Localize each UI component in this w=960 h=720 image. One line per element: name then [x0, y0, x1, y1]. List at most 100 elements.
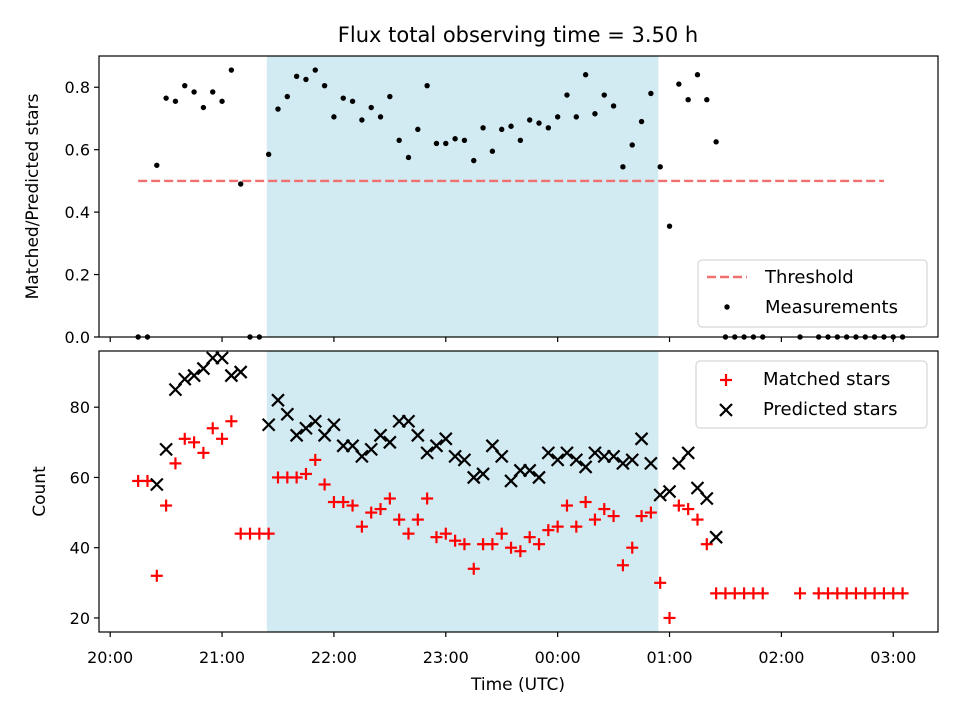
measurement-point: [368, 104, 374, 111]
matched-star-point: [141, 474, 154, 487]
measurement-point: [554, 114, 561, 120]
threshold-legend-label: Threshold: [764, 267, 854, 288]
measurement-point: [359, 117, 365, 123]
predicted-star-point: [261, 417, 276, 432]
matched-star-point: [337, 496, 350, 509]
measurement-point: [629, 142, 635, 148]
predicted-star-point: [494, 449, 509, 464]
predicted-star-point: [448, 449, 462, 464]
measurement-point: [480, 125, 486, 131]
measurement-point: [592, 111, 598, 117]
measurement-point: [573, 114, 579, 120]
matched-star-point: [616, 559, 629, 572]
measurement-point: [461, 137, 468, 143]
matched-star-point: [402, 527, 415, 540]
measurement-point: [676, 81, 682, 87]
measurement-point: [610, 103, 617, 109]
matched-star-point: [458, 538, 471, 551]
measurement-point: [237, 181, 244, 187]
predicted-star-point: [159, 442, 173, 457]
matched-star-point: [682, 503, 695, 516]
y-tick-label: 80: [70, 398, 90, 417]
measurement-point: [685, 97, 691, 103]
y-tick-label: 0.2: [65, 266, 90, 285]
predicted-star-point: [215, 351, 229, 365]
x-tick-label: 00:00: [535, 648, 581, 667]
predicted-star-point: [662, 484, 677, 499]
matched-star-point: [560, 499, 573, 512]
measurement-point: [545, 125, 552, 131]
y-tick-label: 0.4: [65, 203, 90, 222]
matched-star-point: [318, 478, 331, 491]
predicted-star-point: [308, 414, 323, 429]
predicted-star-point: [476, 467, 490, 481]
measurement-point: [415, 126, 421, 133]
x-tick-label: 23:00: [423, 648, 469, 667]
x-tick-label: 21:00: [199, 648, 245, 667]
y-tick-label: 20: [70, 609, 90, 628]
matched-star-point: [691, 513, 704, 526]
predicted-star-point: [606, 449, 621, 464]
measurement-point: [275, 106, 281, 112]
measurement-point: [265, 151, 272, 158]
predicted-star-point: [466, 470, 481, 485]
matched-star-point: [346, 499, 359, 512]
measurement-point: [405, 154, 412, 161]
predicted-star-point: [709, 530, 723, 544]
measurement-point: [471, 157, 477, 164]
bottom-panel-shaded-span: [266, 351, 659, 632]
matched-star-point: [206, 422, 219, 435]
bottom-legend-box: [695, 360, 928, 429]
measurement-point: [303, 76, 309, 83]
matched-star-point: [365, 506, 378, 519]
measurement-point: [433, 140, 440, 147]
predicted-star-point: [560, 446, 574, 460]
predicted-star-point: [299, 421, 313, 436]
measurement-point: [536, 120, 542, 126]
measurement-point: [648, 90, 654, 97]
measurement-point: [499, 126, 505, 133]
predicted-star-point: [411, 428, 425, 443]
y-tick-label: 40: [70, 539, 90, 558]
matched-star-point: [635, 510, 648, 523]
matched-star-point: [430, 531, 443, 544]
measurement-point: [713, 139, 719, 145]
matched-star-point: [449, 534, 462, 547]
top-panel-shaded-span: [266, 56, 659, 337]
matched-legend-label: Matched stars: [763, 369, 890, 390]
measurement-point: [377, 114, 384, 120]
matched-star-point: [150, 569, 163, 582]
x-axis-label: Time (UTC): [470, 675, 565, 695]
matched-star-point: [644, 506, 657, 519]
matched-star-point: [551, 520, 564, 533]
predicted-star-point: [383, 435, 397, 450]
predicted-star-point: [355, 449, 369, 464]
matched-star-point: [663, 611, 676, 624]
predicted-star-point: [177, 372, 192, 386]
measurement-point: [340, 95, 346, 101]
measurement-point: [219, 98, 225, 104]
predicted-star-point: [550, 453, 565, 467]
measurement-point: [601, 92, 607, 98]
measurement-point: [284, 93, 291, 100]
predicted-star-point: [578, 460, 593, 474]
x-tick-label: 20:00: [87, 648, 133, 667]
measurement-point: [321, 82, 328, 89]
y-tick-label: 0.8: [65, 78, 90, 97]
x-tick-label: 02:00: [758, 648, 804, 667]
matched-star-point: [756, 587, 769, 600]
top-panel-frame: [98, 55, 939, 338]
x-tick-label: 03:00: [870, 648, 916, 667]
y-tick-label: 60: [70, 468, 90, 487]
matched-star-point: [225, 415, 238, 428]
matched-star-point: [383, 492, 396, 505]
measurement-point: [228, 67, 235, 73]
matched-star-point: [626, 541, 639, 554]
measurement-point: [182, 82, 188, 89]
matched-star-point: [262, 527, 275, 540]
predicted-legend-label: Predicted stars: [763, 399, 897, 420]
predicted-star-point: [625, 453, 640, 467]
predicted-star-point: [439, 432, 453, 446]
predicted-star-point: [224, 368, 239, 383]
measurement-point: [210, 89, 216, 95]
